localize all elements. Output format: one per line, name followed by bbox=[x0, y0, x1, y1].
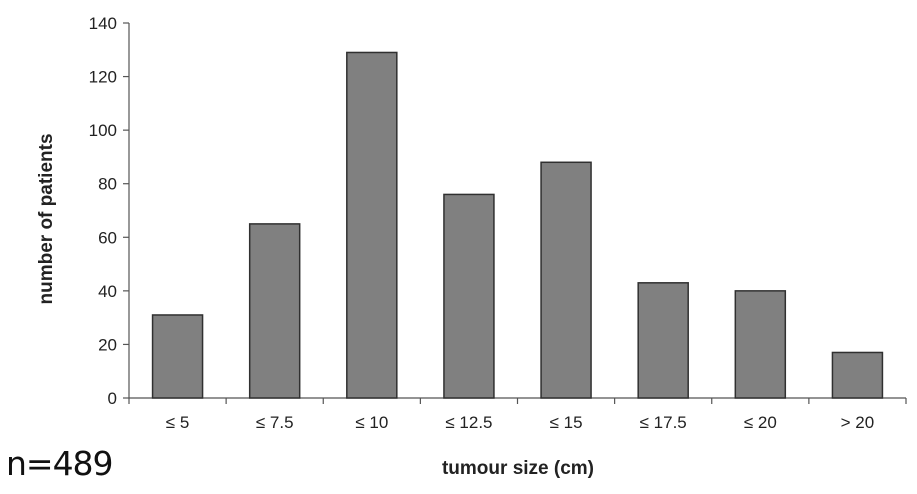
x-tick-label: ≤ 10 bbox=[355, 413, 388, 432]
x-tick-label: ≤ 17.5 bbox=[640, 413, 687, 432]
x-tick-label: ≤ 12.5 bbox=[445, 413, 492, 432]
x-tick-label: ≤ 15 bbox=[550, 413, 583, 432]
y-axis-title: number of patients bbox=[36, 133, 57, 304]
y-tick-label: 60 bbox=[98, 228, 117, 247]
x-axis-title: tumour size (cm) bbox=[442, 458, 594, 479]
y-axis: 0 20 40 60 80 100 120 140 bbox=[89, 14, 130, 408]
bar bbox=[248, 223, 301, 399]
bar bbox=[734, 290, 787, 399]
y-tick-label: 140 bbox=[89, 14, 117, 33]
x-tick-label: ≤ 7.5 bbox=[256, 413, 294, 432]
bar bbox=[443, 193, 495, 399]
bar bbox=[831, 351, 884, 399]
y-tick-label: 0 bbox=[108, 389, 117, 408]
bars bbox=[151, 51, 884, 399]
bar bbox=[346, 51, 398, 399]
y-tick-label: 100 bbox=[89, 121, 117, 140]
x-tick-label: > 20 bbox=[841, 413, 875, 432]
y-tick-label: 80 bbox=[98, 175, 117, 194]
x-tick-label: ≤ 5 bbox=[166, 413, 190, 432]
y-tick-label: 120 bbox=[89, 68, 117, 87]
sample-size-note: n=489 bbox=[6, 444, 114, 483]
x-axis: ≤ 5 ≤ 7.5 ≤ 10 ≤ 12.5 ≤ 15 ≤ 17.5 ≤ 20 > 20 bbox=[128, 397, 907, 432]
y-tick-label: 20 bbox=[98, 335, 117, 354]
y-tick-label: 40 bbox=[98, 282, 117, 301]
bar bbox=[540, 161, 592, 399]
bar bbox=[151, 314, 204, 399]
x-tick-label: ≤ 20 bbox=[744, 413, 777, 432]
bar bbox=[637, 282, 689, 399]
